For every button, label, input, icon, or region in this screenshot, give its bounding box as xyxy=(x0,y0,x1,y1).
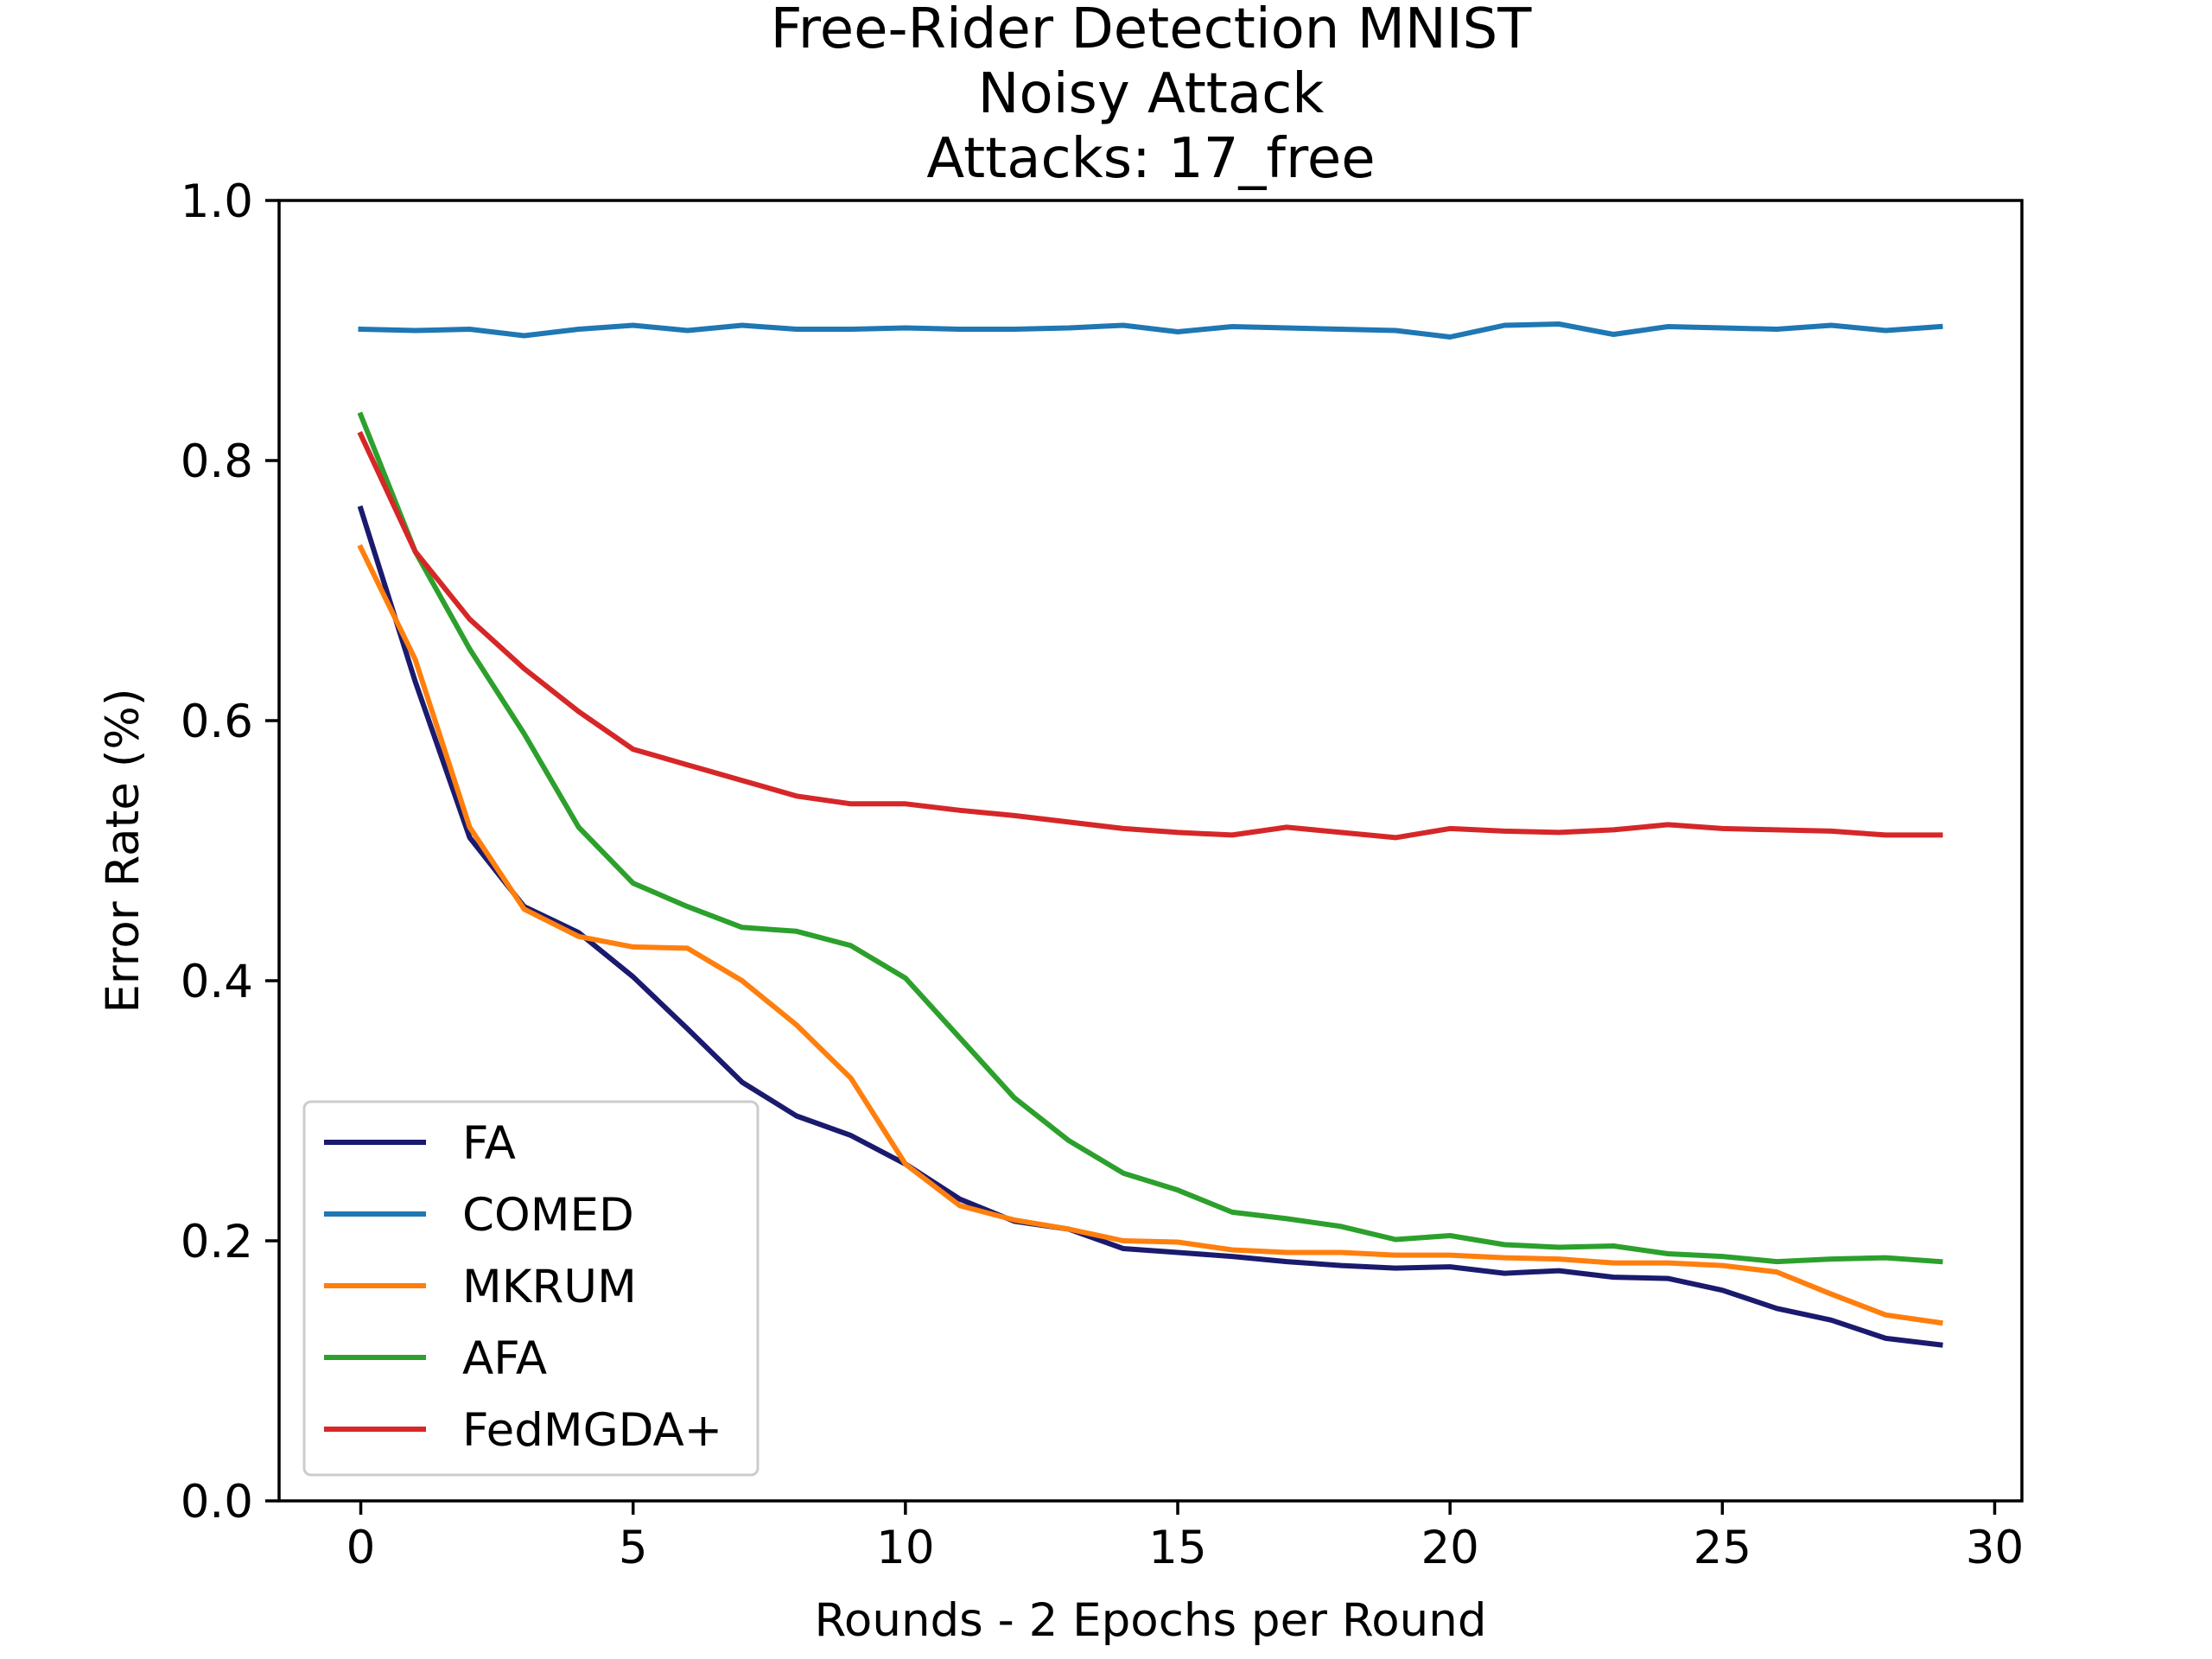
y-tick-label: 0.2 xyxy=(181,1216,253,1268)
y-axis-label: Error Rate (%) xyxy=(97,688,149,1013)
x-tick-label: 5 xyxy=(619,1522,648,1574)
chart-title-line-2: Noisy Attack xyxy=(978,62,1325,126)
x-axis-label: Rounds - 2 Epochs per Round xyxy=(814,1594,1486,1647)
x-tick-label: 15 xyxy=(1148,1522,1206,1574)
x-tick-label: 30 xyxy=(1966,1522,2024,1574)
legend-label: COMED xyxy=(462,1189,634,1242)
legend-label: FA xyxy=(462,1117,516,1170)
x-tick-label: 10 xyxy=(876,1522,934,1574)
legend-label: FedMGDA+ xyxy=(462,1404,722,1457)
chart-title-line-1: Free-Rider Detection MNIST xyxy=(771,0,1533,61)
y-tick-label: 0.4 xyxy=(181,956,253,1008)
legend: FA COMED MKRUM AFA FedMGDA+ xyxy=(302,1100,760,1477)
chart-title-line-3: Attacks: 17_free xyxy=(926,127,1375,191)
series-lines xyxy=(357,321,1943,1348)
series-line-fedmgda- xyxy=(357,430,1943,841)
x-tick-label: 25 xyxy=(1694,1522,1751,1574)
y-tick-label: 0.8 xyxy=(181,435,253,488)
y-axis-ticks: 0.0 0.2 0.4 0.6 0.8 1.0 xyxy=(181,175,279,1529)
x-axis-ticks: 0 5 10 15 20 25 30 xyxy=(346,1501,2024,1574)
y-tick-label: 0.0 xyxy=(181,1476,253,1529)
x-tick-label: 20 xyxy=(1421,1522,1478,1574)
legend-box xyxy=(302,1100,760,1477)
series-line-afa xyxy=(357,411,1943,1265)
plot-frame xyxy=(277,199,2024,1503)
y-tick-label: 0.6 xyxy=(181,696,253,748)
y-tick-label: 1.0 xyxy=(181,175,253,228)
legend-label: AFA xyxy=(462,1332,547,1385)
series-line-fa xyxy=(357,505,1943,1348)
series-line-comed xyxy=(358,321,1943,340)
legend-label: MKRUM xyxy=(462,1261,637,1313)
series-line-mkrum xyxy=(357,543,1943,1326)
x-tick-label: 0 xyxy=(346,1522,376,1574)
chart-title: Free-Rider Detection MNIST Noisy Attack … xyxy=(771,0,1533,191)
